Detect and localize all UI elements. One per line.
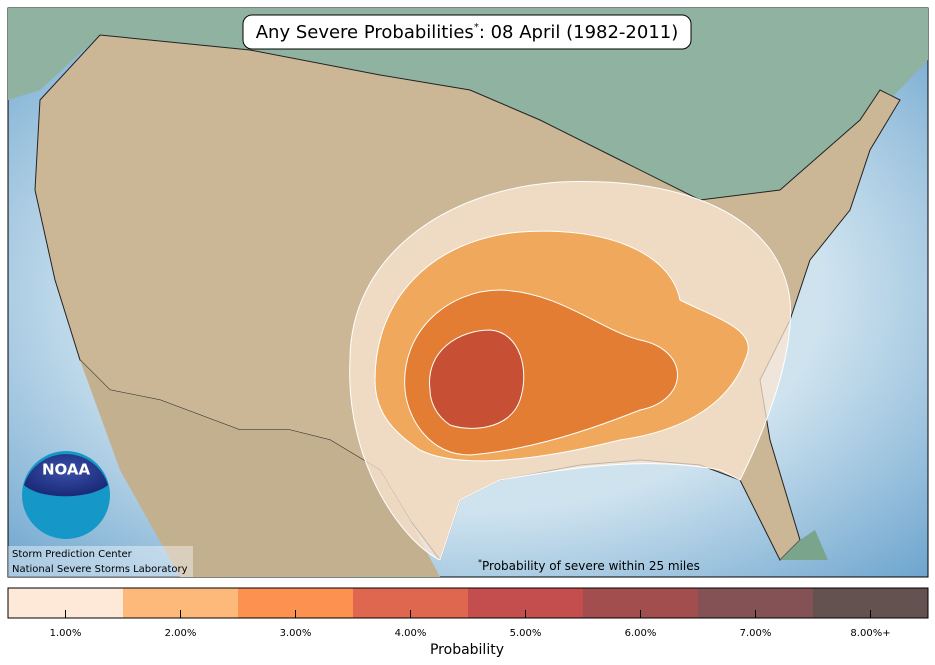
- legend: Probability 1.00% 2.00% 3.00% 4.00% 5.00% 6.0…: [7, 587, 929, 658]
- logo-globe: [24, 454, 108, 497]
- title-rest: : 08 April (1982-2011): [479, 22, 678, 43]
- legend-frame: [7, 587, 929, 619]
- credits-box: [8, 546, 193, 577]
- contour-4: [429, 329, 525, 429]
- title-main: Any Severe Probabilities: [256, 22, 474, 43]
- legend-label: 3.00%: [280, 628, 312, 639]
- canada: [8, 8, 928, 200]
- logo-text: NOAA: [42, 461, 91, 479]
- legend-title: Probability: [430, 642, 504, 658]
- legend-label: 1.00%: [50, 628, 82, 639]
- legend-label: 8.00%+: [850, 628, 890, 639]
- legend-label: 7.00%: [740, 628, 772, 639]
- title-mark: *: [474, 22, 479, 33]
- legend-label: 5.00%: [510, 628, 542, 639]
- map: Any Severe Probabilities*: 08 April (198…: [7, 7, 929, 578]
- footnote: *Probability of severe within 25 miles: [478, 558, 700, 573]
- mexico: [80, 360, 440, 577]
- title-box: [242, 14, 692, 50]
- caribbean: [780, 530, 828, 560]
- legend-label: 4.00%: [395, 628, 427, 639]
- legend-label: 6.00%: [625, 628, 657, 639]
- footnote-text: Probability of severe within 25 miles: [482, 559, 700, 573]
- footnote-mark: *: [478, 558, 482, 567]
- credit: National Severe Storms Laboratory: [12, 564, 188, 575]
- credit: Storm Prediction Center: [12, 549, 133, 560]
- map-title: Any Severe Probabilities*: 08 April (198…: [256, 22, 679, 43]
- legend-label: 2.00%: [165, 628, 197, 639]
